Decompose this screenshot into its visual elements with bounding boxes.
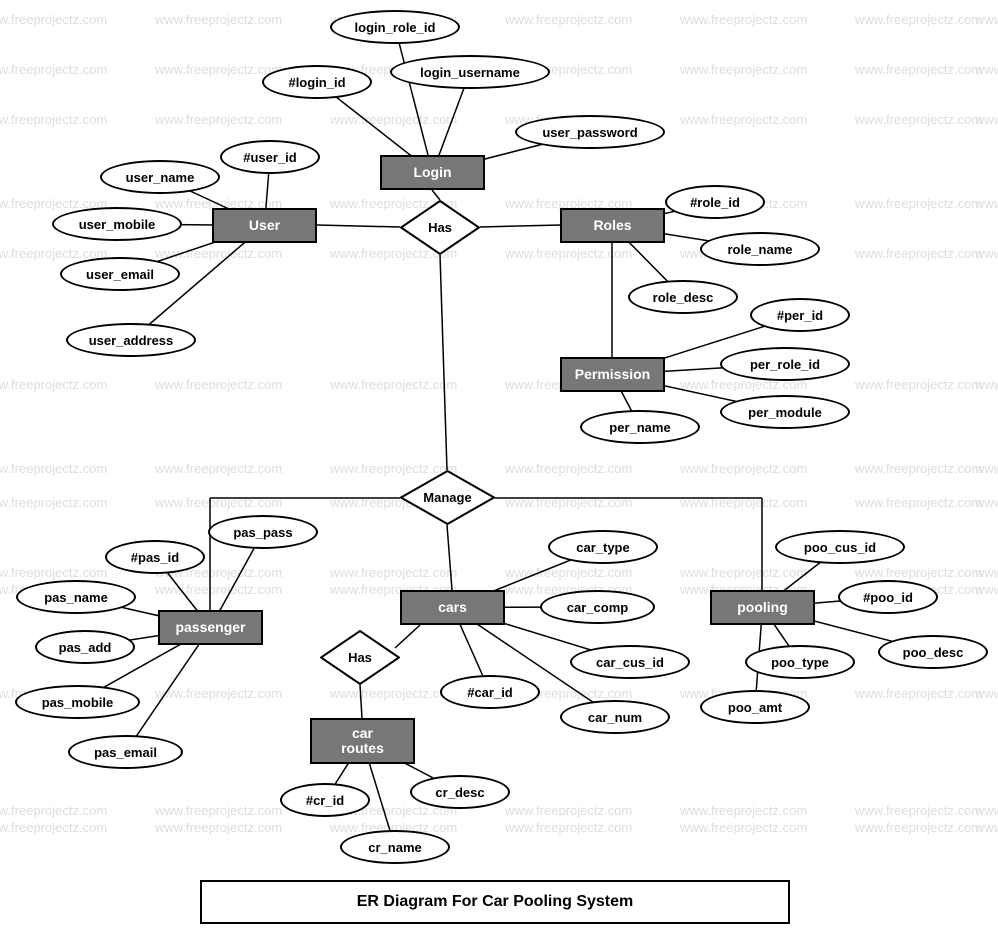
- relationship-manage: Manage: [400, 470, 495, 525]
- attribute-car-comp: car_comp: [540, 590, 655, 624]
- attribute-car-cus-id: car_cus_id: [570, 645, 690, 679]
- attribute-pas-mobile: pas_mobile: [15, 685, 140, 719]
- entity-cars: cars: [400, 590, 505, 625]
- attribute-per-name: per_name: [580, 410, 700, 444]
- relationship-label: Has: [348, 650, 372, 665]
- attribute-login-username: login_username: [390, 55, 550, 89]
- attribute-car-num: car_num: [560, 700, 670, 734]
- entity-login: Login: [380, 155, 485, 190]
- attribute-user-mobile: user_mobile: [52, 207, 182, 241]
- attribute-user-password: user_password: [515, 115, 665, 149]
- attribute-poo-desc: poo_desc: [878, 635, 988, 669]
- diagram-title: ER Diagram For Car Pooling System: [200, 880, 790, 924]
- attribute-poo-amt: poo_amt: [700, 690, 810, 724]
- relationship-has2: Has: [320, 630, 400, 685]
- attribute-car-id: #car_id: [440, 675, 540, 709]
- attribute-login-id: #login_id: [262, 65, 372, 99]
- attribute-role-id: #role_id: [665, 185, 765, 219]
- attribute-user-email: user_email: [60, 257, 180, 291]
- attribute-poo-id: #poo_id: [838, 580, 938, 614]
- attribute-poo-type: poo_type: [745, 645, 855, 679]
- entity-passenger: passenger: [158, 610, 263, 645]
- attribute-per-role-id: per_role_id: [720, 347, 850, 381]
- entity-user: User: [212, 208, 317, 243]
- attribute-per-id: #per_id: [750, 298, 850, 332]
- attribute-pas-email: pas_email: [68, 735, 183, 769]
- attribute-user-address: user_address: [66, 323, 196, 357]
- attribute-car-type: car_type: [548, 530, 658, 564]
- entity-carroutes: car routes: [310, 718, 415, 764]
- entity-pooling: pooling: [710, 590, 815, 625]
- attribute-pas-pass: pas_pass: [208, 515, 318, 549]
- entity-permission: Permission: [560, 357, 665, 392]
- relationship-has1: Has: [400, 200, 480, 255]
- attribute-poo-cus-id: poo_cus_id: [775, 530, 905, 564]
- attribute-cr-desc: cr_desc: [410, 775, 510, 809]
- attribute-pas-add: pas_add: [35, 630, 135, 664]
- attribute-pas-name: pas_name: [16, 580, 136, 614]
- attribute-login-role-id: login_role_id: [330, 10, 460, 44]
- attribute-user-name: user_name: [100, 160, 220, 194]
- attribute-user-id: #user_id: [220, 140, 320, 174]
- attribute-role-desc: role_desc: [628, 280, 738, 314]
- relationship-label: Has: [428, 220, 452, 235]
- relationship-label: Manage: [423, 490, 471, 505]
- attribute-cr-name: cr_name: [340, 830, 450, 864]
- attribute-role-name: role_name: [700, 232, 820, 266]
- entity-roles: Roles: [560, 208, 665, 243]
- attribute-cr-id: #cr_id: [280, 783, 370, 817]
- attribute-per-module: per_module: [720, 395, 850, 429]
- attribute-pas-id: #pas_id: [105, 540, 205, 574]
